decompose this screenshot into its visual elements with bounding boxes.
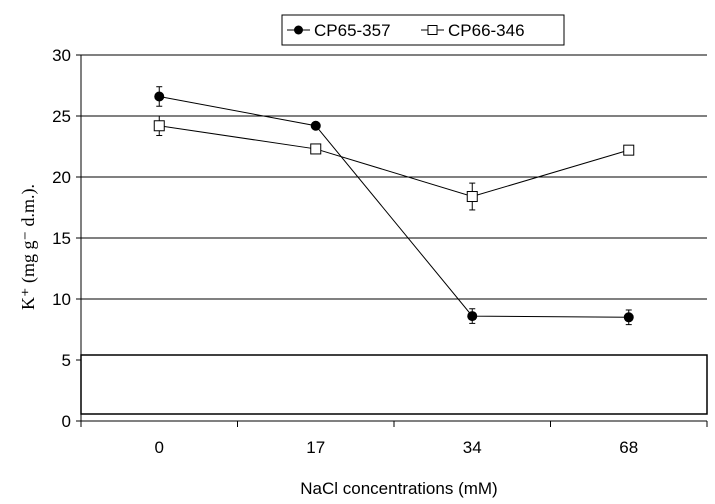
y-tick-label-0: 0 [62,412,71,431]
blank-overlay-box [80,354,708,415]
series-line-0 [159,95,629,318]
y-tick-label-6: 30 [52,46,71,65]
point-0-0 [154,91,165,102]
legend-marker-1 [427,25,438,35]
x-tick-label-3: 68 [619,438,638,457]
y-tick-label-1: 5 [62,351,71,370]
x-tick-label-1: 17 [306,438,325,457]
x-tick-label-0: 0 [155,438,164,457]
legend: CP65-357 CP66-346 [281,14,565,46]
y-axis: 0 5 10 15 20 25 30 [52,46,82,431]
legend-label-0: CP65-357 [314,21,391,40]
x-axis: 0 17 34 68 [80,420,708,457]
point-1-1 [310,143,322,155]
legend-label-1: CP66-346 [448,21,525,40]
series-line-1 [159,125,629,198]
legend-marker-0 [294,25,303,35]
series-group [153,86,635,326]
point-0-1 [310,120,321,131]
y-tick-label-4: 20 [52,168,71,187]
gridlines [81,54,707,361]
x-tick-label-2: 34 [463,438,482,457]
point-1-3 [623,144,635,156]
y-axis-label: K⁺ (mg g⁻ d.m.). [18,184,39,310]
point-0-3 [623,312,634,323]
y-tick-label-5: 25 [52,107,71,126]
point-0-2 [467,311,478,322]
x-axis-label: NaCl concentrations (mM) [300,479,497,498]
point-1-0 [153,120,165,132]
y-tick-label-2: 10 [52,290,71,309]
y-tick-label-3: 15 [52,229,71,248]
point-1-2 [466,191,478,203]
